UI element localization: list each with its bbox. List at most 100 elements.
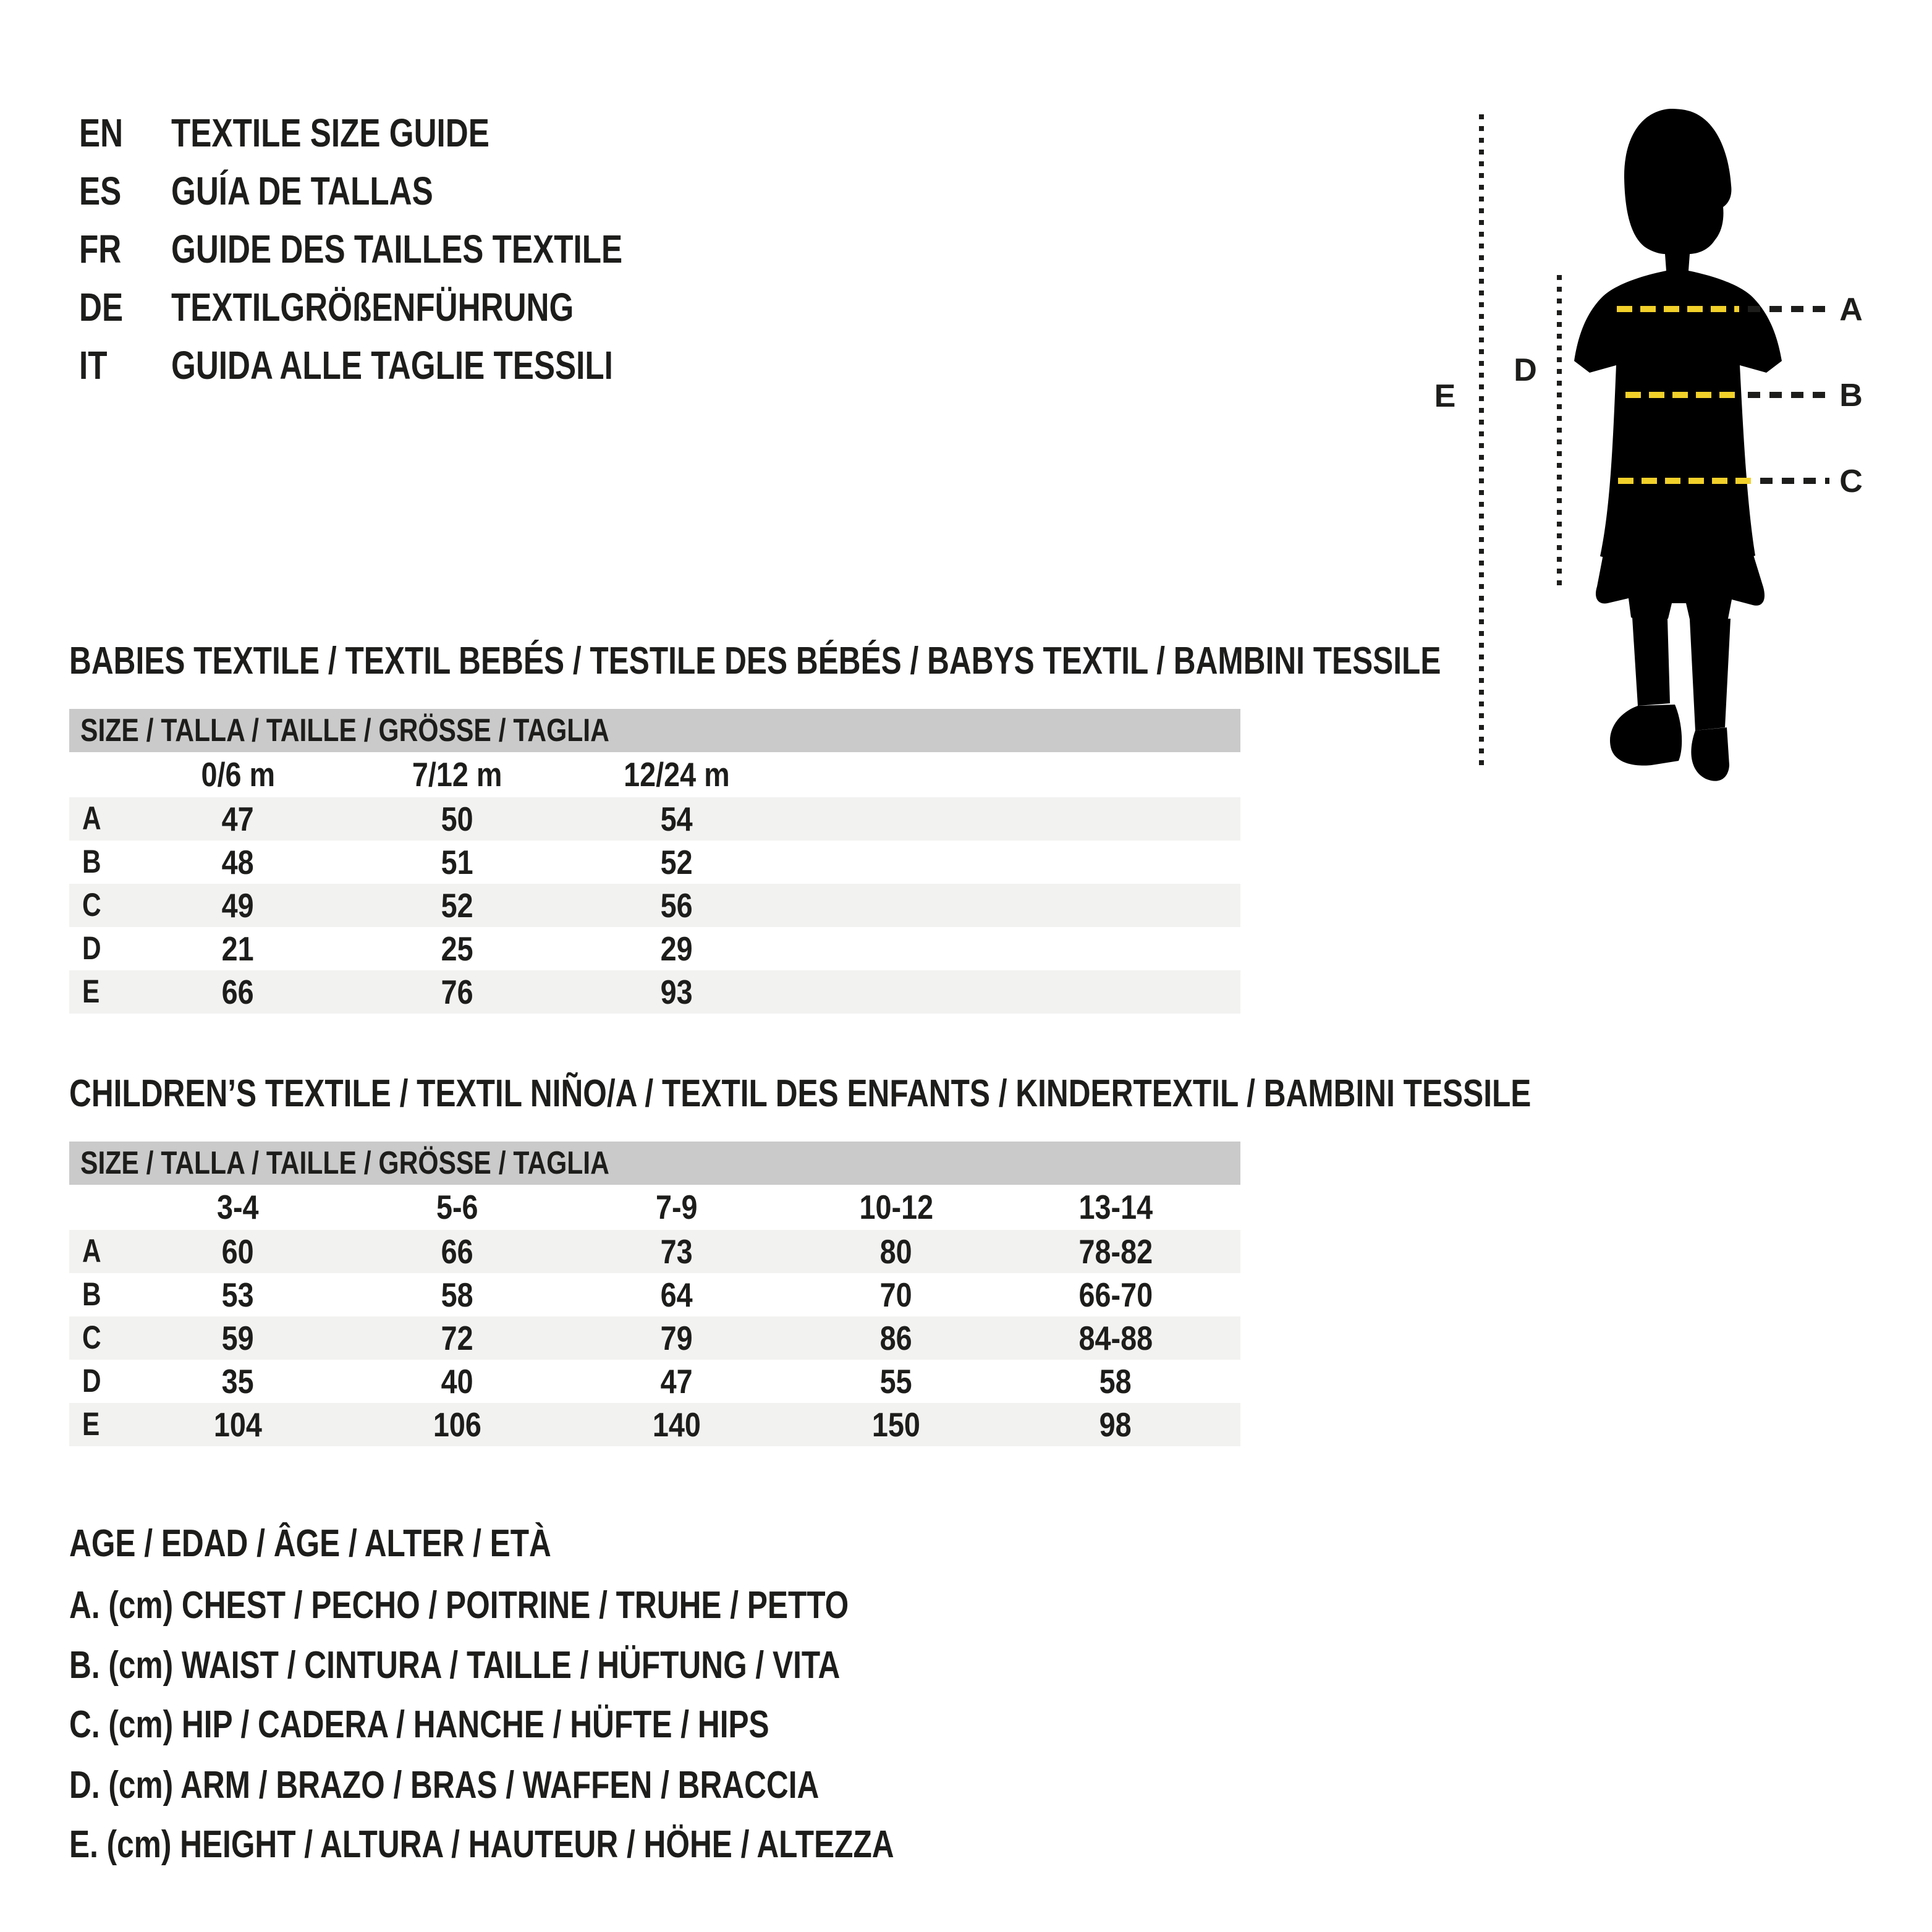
cell-value: 66: [441, 1232, 474, 1271]
legend-item: B. (cm) WAIST / CINTURA / TAILLE / HÜFTU…: [69, 1644, 1033, 1687]
child-left-leg: [1632, 617, 1670, 706]
col-header-text: 13-14: [1078, 1188, 1153, 1226]
cell-value: 21: [221, 930, 255, 968]
col-header: 3-4: [129, 1185, 347, 1230]
table-cell: 49: [129, 884, 347, 927]
language-code: FR: [79, 227, 122, 271]
table-row: E 104 106 140 150 98: [69, 1403, 1240, 1446]
col-header: 13-14: [1006, 1185, 1225, 1230]
cell-value: 64: [660, 1276, 693, 1314]
col-header: 7-9: [567, 1185, 786, 1230]
row-label-text: B: [82, 844, 101, 880]
language-title: GUIDA ALLE TAGLIE TESSILI: [171, 343, 613, 388]
babies-column-header-row: 0/6 m 7/12 m 12/24 m: [69, 752, 1240, 797]
table-cell: 66-70: [1006, 1273, 1225, 1316]
col-header-text: 5-6: [436, 1188, 478, 1226]
row-label-text: E: [82, 973, 100, 1010]
table-cell: 73: [567, 1230, 786, 1273]
row-label: B: [82, 1273, 106, 1316]
table-cell: 106: [348, 1403, 567, 1446]
col-header-text: 12/24 m: [624, 755, 730, 794]
child-left-shoe: [1610, 705, 1682, 766]
table-row: B 53 58 64 70 66-70: [69, 1273, 1240, 1316]
table-cell: 54: [567, 797, 786, 841]
col-header-text: 3-4: [217, 1188, 259, 1226]
table-cell: 47: [129, 797, 347, 841]
table-cell: 150: [787, 1403, 1006, 1446]
cell-value: 35: [221, 1362, 255, 1400]
table-cell: 60: [129, 1230, 347, 1273]
cell-value: 47: [221, 800, 255, 838]
col-header: 10-12: [787, 1185, 1006, 1230]
row-label: A: [82, 1230, 106, 1273]
table-cell: 86: [787, 1316, 1006, 1360]
label-b: B: [1839, 378, 1863, 413]
table-cell: 93: [567, 970, 786, 1014]
legend-text: B. (cm) WAIST / CINTURA / TAILLE / HÜFTU…: [69, 1644, 841, 1687]
table-cell: 84-88: [1006, 1316, 1225, 1360]
cell-value: 78-82: [1078, 1232, 1153, 1271]
children-size-table: SIZE / TALLA / TAILLE / GRÖSSE / TAGLIA …: [69, 1142, 1240, 1446]
table-cell: 64: [567, 1273, 786, 1316]
legend-item: E. (cm) HEIGHT / ALTURA / HAUTEUR / HÖHE…: [69, 1823, 1100, 1866]
col-header: 7/12 m: [348, 752, 567, 797]
language-code: ES: [79, 169, 122, 213]
table-cell: 98: [1006, 1403, 1225, 1446]
cell-value: 59: [221, 1319, 255, 1357]
size-header-bar: SIZE / TALLA / TAILLE / GRÖSSE / TAGLIA: [69, 1142, 1240, 1185]
table-cell: 72: [348, 1316, 567, 1360]
table-cell: 40: [348, 1360, 567, 1403]
size-header-bar: SIZE / TALLA / TAILLE / GRÖSSE / TAGLIA: [69, 709, 1240, 752]
row-label: E: [82, 970, 104, 1014]
row-label-text: A: [82, 800, 101, 837]
legend-text: E. (cm) HEIGHT / ALTURA / HAUTEUR / HÖHE…: [69, 1823, 894, 1866]
children-section-title: CHILDREN’S TEXTILE / TEXTIL NIÑO/A / TEX…: [69, 1072, 1897, 1116]
size-header-text: SIZE / TALLA / TAILLE / GRÖSSE / TAGLIA: [80, 1145, 609, 1181]
table-row: C 49 52 56: [69, 884, 1240, 927]
legend-item: C. (cm) HIP / CADERA / HANCHE / HÜFTE / …: [69, 1703, 944, 1747]
cell-value: 52: [660, 843, 693, 881]
col-header-text: 7/12 m: [412, 755, 502, 794]
cell-value: 51: [441, 843, 474, 881]
row-label-text: B: [82, 1276, 101, 1313]
row-label-text: C: [82, 1320, 101, 1356]
size-header-text: SIZE / TALLA / TAILLE / GRÖSSE / TAGLIA: [80, 713, 609, 748]
col-header-text: 7-9: [656, 1188, 698, 1226]
row-label-text: E: [82, 1406, 100, 1443]
table-cell: 53: [129, 1273, 347, 1316]
cell-value: 54: [660, 800, 693, 838]
cell-value: 55: [879, 1362, 913, 1400]
cell-value: 86: [879, 1319, 913, 1357]
child-right-shoe: [1691, 727, 1729, 781]
table-cell: 29: [567, 927, 786, 970]
label-e: E: [1434, 378, 1456, 414]
label-c: C: [1839, 464, 1863, 499]
table-cell: 25: [348, 927, 567, 970]
row-label-text: C: [82, 887, 101, 923]
table-row: A 60 66 73 80 78-82: [69, 1230, 1240, 1273]
babies-section-title-text: BABIES TEXTILE / TEXTIL BEBÉS / TESTILE …: [69, 640, 1441, 682]
cell-value: 66: [221, 973, 255, 1011]
children-section-title-text: CHILDREN’S TEXTILE / TEXTIL NIÑO/A / TEX…: [69, 1072, 1532, 1115]
legend-item: D. (cm) ARM / BRAZO / BRAS / WAFFEN / BR…: [69, 1764, 1007, 1807]
babies-section-title: BABIES TEXTILE / TEXTIL BEBÉS / TESTILE …: [69, 640, 1784, 683]
cell-value: 76: [441, 973, 474, 1011]
row-label: D: [82, 927, 106, 970]
table-cell: 79: [567, 1316, 786, 1360]
child-right-leg: [1690, 619, 1731, 731]
table-row: B 48 51 52: [69, 841, 1240, 884]
row-label: A: [82, 797, 106, 841]
row-label: C: [82, 1316, 106, 1360]
cell-value: 49: [221, 886, 255, 925]
row-label-text: D: [82, 1363, 101, 1399]
cell-value: 29: [660, 930, 693, 968]
table-cell: 104: [129, 1403, 347, 1446]
child-head-body: [1574, 109, 1782, 567]
cell-value: 53: [221, 1276, 255, 1314]
babies-size-table: SIZE / TALLA / TAILLE / GRÖSSE / TAGLIA …: [69, 709, 1240, 1014]
table-cell: 51: [348, 841, 567, 884]
cell-value: 73: [660, 1232, 693, 1271]
measurement-diagram: A B C D E: [1434, 109, 1863, 781]
table-cell: 140: [567, 1403, 786, 1446]
